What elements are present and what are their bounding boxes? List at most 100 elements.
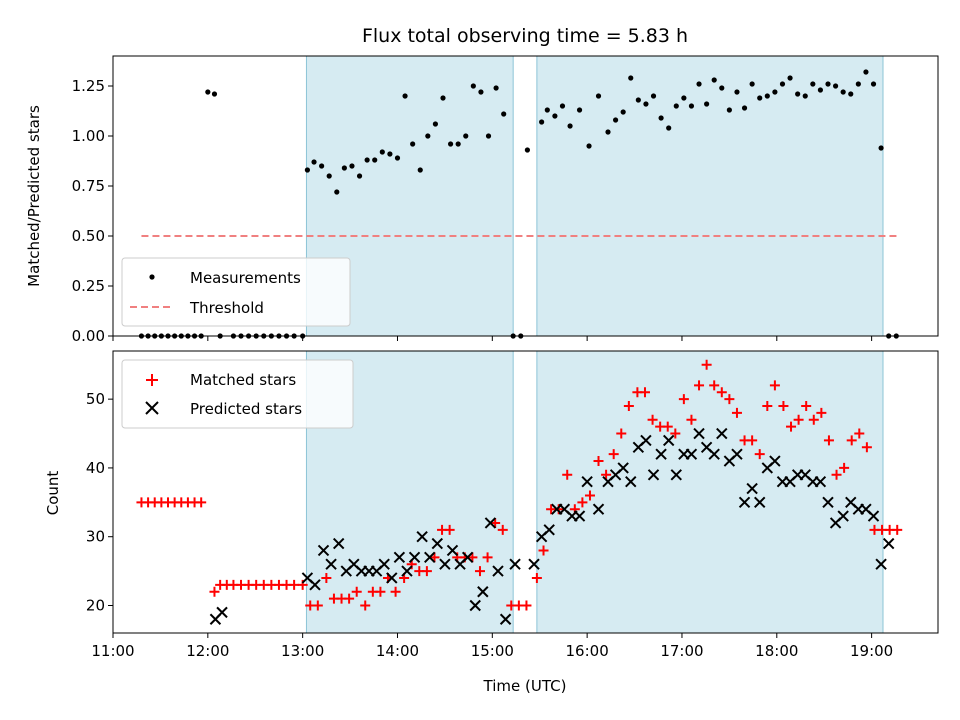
- measurement-point: [757, 95, 763, 101]
- predicted-star-point: [499, 613, 512, 625]
- measurement-point: [586, 143, 592, 149]
- legend-threshold-label: Threshold: [189, 299, 264, 317]
- matched-star-point: [623, 401, 634, 412]
- x-axis-label: Time (UTC): [483, 677, 567, 695]
- bottom-axes-frame: [112, 350, 939, 634]
- shaded-interval: [536, 55, 884, 337]
- matched-star-point: [716, 387, 727, 398]
- measurement-point: [349, 163, 355, 169]
- bottom-y-tick-label: 50: [86, 390, 105, 408]
- predicted-star-point: [867, 510, 880, 522]
- measurement-point: [311, 159, 317, 165]
- measurement-point: [356, 173, 363, 179]
- measurement-point: [379, 149, 385, 155]
- measurement-point: [787, 75, 793, 81]
- measurement-point: [463, 133, 469, 139]
- measurement-point: [704, 101, 710, 107]
- measurement-point: [402, 93, 408, 99]
- measurement-point: [832, 83, 839, 89]
- matched-star-point: [312, 600, 323, 611]
- predicted-star-point: [309, 579, 321, 591]
- predicted-star-point: [814, 475, 827, 488]
- measurement-point: [764, 93, 770, 99]
- predicted-star-point: [708, 448, 720, 460]
- matched-star-point: [521, 600, 532, 611]
- measurement-point: [455, 141, 461, 147]
- measurement-point: [341, 165, 347, 171]
- measurement-point: [810, 81, 816, 87]
- measurement-point: [470, 83, 476, 89]
- shaded-interval: [536, 350, 884, 634]
- x-tick-label: 16:00: [566, 642, 609, 660]
- predicted-star-point: [446, 544, 459, 557]
- matched-star-point: [731, 407, 742, 418]
- measurement-point: [595, 93, 602, 99]
- matched-star-point: [801, 401, 812, 412]
- measurement-point: [840, 89, 846, 95]
- matched-star-point: [686, 414, 697, 425]
- bottom-y-tick-label: 30: [86, 528, 105, 546]
- measurement-point: [650, 93, 657, 99]
- measurement-point: [326, 173, 332, 179]
- measurement-point: [628, 75, 634, 81]
- measurement-point: [635, 97, 641, 103]
- matched-star-point: [647, 414, 658, 425]
- matched-star-point: [593, 456, 604, 467]
- measurement-point: [825, 81, 831, 87]
- legend-measurements-marker: [149, 274, 155, 280]
- matched-star-point: [823, 435, 834, 446]
- matched-star-point: [762, 401, 773, 412]
- predicted-star-point: [875, 558, 887, 570]
- top-y-axis-label: Matched/Predicted stars: [25, 105, 43, 287]
- measurement-point: [795, 91, 801, 97]
- measurement-point: [878, 145, 884, 151]
- predicted-star-point: [439, 558, 451, 570]
- measurement-point: [863, 69, 869, 75]
- top-legend-box: [121, 257, 351, 327]
- top-y-tick-label: 0.25: [72, 277, 105, 295]
- legend-predicted-label: Predicted stars: [190, 400, 302, 418]
- measurement-point: [387, 151, 393, 157]
- predicted-star-point: [822, 496, 834, 509]
- matched-star-point: [538, 545, 549, 556]
- predicted-star-point: [543, 524, 555, 536]
- matched-star-point: [562, 469, 573, 480]
- predicted-star-point: [837, 510, 849, 522]
- x-tick-label: 19:00: [850, 642, 893, 660]
- matched-star-point: [577, 497, 588, 508]
- matched-star-point: [854, 428, 865, 439]
- predicted-star-point: [640, 434, 652, 447]
- matched-star-point: [390, 586, 401, 597]
- matched-star-point: [846, 435, 857, 446]
- matched-star-point: [754, 449, 765, 460]
- measurement-point: [719, 85, 725, 91]
- predicted-star-point: [216, 606, 228, 619]
- predicted-star-point: [332, 537, 345, 550]
- measurement-point: [855, 81, 861, 87]
- x-tick-label: 14:00: [376, 642, 419, 660]
- bottom-legend: Matched stars Predicted stars: [121, 359, 354, 429]
- matched-star-point: [553, 504, 564, 515]
- predicted-star-point: [492, 565, 504, 577]
- measurement-point: [394, 155, 401, 161]
- measurement-point: [524, 147, 530, 153]
- x-tick-label: 12:00: [186, 642, 229, 660]
- matched-star-point: [289, 579, 300, 590]
- matched-star-point: [678, 394, 689, 405]
- measurement-point: [726, 107, 732, 113]
- measurement-point: [658, 115, 664, 121]
- matched-star-point: [209, 586, 220, 597]
- matched-star-point: [786, 421, 797, 432]
- predicted-star-point: [581, 475, 593, 488]
- measurement-point: [848, 91, 854, 97]
- measurement-point: [447, 141, 454, 147]
- legend-matched-marker: [146, 374, 158, 386]
- predicted-star-point: [882, 537, 895, 550]
- predicted-star-point: [662, 434, 675, 447]
- predicted-star-point: [477, 586, 489, 598]
- measurement-point: [334, 189, 340, 195]
- matched-star-point: [892, 524, 903, 535]
- matched-star-point: [474, 566, 485, 577]
- predicted-star-point: [731, 448, 743, 460]
- predicted-star-point: [655, 448, 667, 460]
